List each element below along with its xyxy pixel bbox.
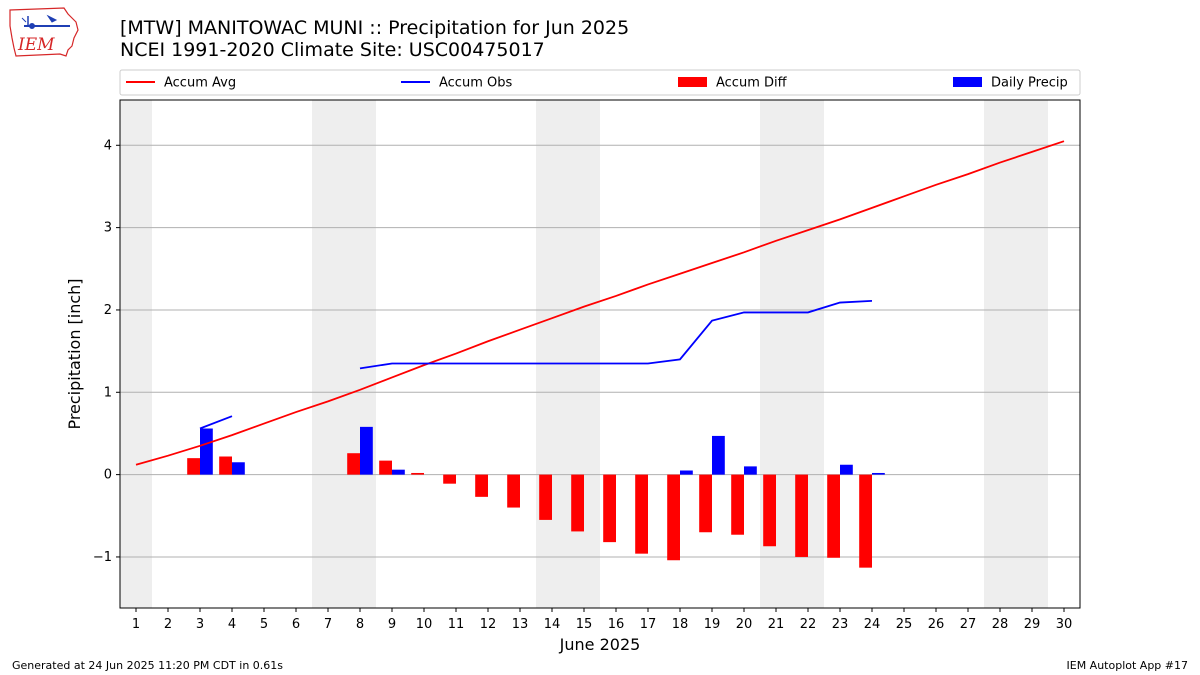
x-tick-label: 8 xyxy=(356,617,364,632)
legend-frame xyxy=(119,69,1081,96)
x-tick-label: 25 xyxy=(896,617,913,632)
x-tick-label: 18 xyxy=(672,617,689,632)
legend-label-accum-avg: Accum Avg xyxy=(164,76,236,91)
x-tick-label: 4 xyxy=(228,617,236,632)
daily-precip-bar xyxy=(392,469,405,475)
x-tick-label: 26 xyxy=(928,617,945,632)
x-tick-label: 3 xyxy=(196,617,204,632)
accum-diff-bar xyxy=(411,472,424,475)
x-tick-label: 11 xyxy=(448,617,465,632)
x-tick-label: 27 xyxy=(960,617,977,632)
x-tick-label: 28 xyxy=(992,617,1009,632)
accum-diff-bar xyxy=(507,474,520,508)
accum-diff-bar xyxy=(347,453,360,475)
x-tick-label: 21 xyxy=(768,617,785,632)
iem-logo: IEM xyxy=(9,7,79,57)
bars xyxy=(187,426,885,568)
legend-label-accum-obs: Accum Obs xyxy=(439,76,512,91)
footer-app-label: IEM Autoplot App #17 xyxy=(1066,659,1189,672)
x-tick-label: 17 xyxy=(640,617,657,632)
accum-diff-bar xyxy=(443,474,456,484)
accum-diff-bar xyxy=(699,474,712,533)
chart-title: [MTW] MANITOWAC MUNI :: Precipitation fo… xyxy=(120,17,630,39)
x-tick-label: 23 xyxy=(832,617,849,632)
y-gridlines xyxy=(120,144,1080,558)
accum-diff-bar xyxy=(667,474,680,561)
y-tick-label: 1 xyxy=(104,385,112,400)
y-axis-label: Precipitation [inch] xyxy=(65,278,84,429)
weekend-band xyxy=(536,100,600,608)
accum-diff-bar xyxy=(475,474,488,497)
daily-precip-bar xyxy=(744,466,757,475)
legend-label-accum-diff: Accum Diff xyxy=(716,76,788,91)
x-tick-label: 15 xyxy=(576,617,593,632)
x-tick-label: 14 xyxy=(544,617,561,632)
accum-avg-line xyxy=(135,140,1065,466)
accum-obs-line xyxy=(199,415,233,430)
accum-diff-bar xyxy=(603,474,616,543)
x-tick-label: 22 xyxy=(800,617,817,632)
x-tick-label: 1 xyxy=(132,617,140,632)
x-tick-label: 5 xyxy=(260,617,268,632)
accum-diff-bar xyxy=(219,456,232,475)
x-tick-label: 30 xyxy=(1056,617,1073,632)
plot-frame xyxy=(119,99,1081,609)
y-tick-label: 4 xyxy=(104,138,112,153)
daily-precip-bar xyxy=(680,470,693,475)
x-tick-label: 7 xyxy=(324,617,332,632)
x-tick-label: 24 xyxy=(864,617,881,632)
accum-diff-bar xyxy=(795,474,808,557)
iowa-outline-icon xyxy=(9,7,79,57)
legend-swatch-accum-diff xyxy=(678,77,707,87)
x-tick-label: 6 xyxy=(292,617,300,632)
daily-precip-bar xyxy=(712,435,725,475)
x-tick-label: 13 xyxy=(512,617,529,632)
x-axis-label: June 2025 xyxy=(559,635,641,654)
accum-diff-bar xyxy=(379,460,392,475)
x-tick-label: 9 xyxy=(388,617,396,632)
weekend-band xyxy=(120,100,152,608)
x-tick-label: 2 xyxy=(164,617,172,632)
accum-obs-line xyxy=(359,299,873,370)
x-tick-label: 29 xyxy=(1024,617,1041,632)
y-tick-label: 3 xyxy=(104,221,112,236)
legend: Accum Avg Accum Obs Accum Diff Daily Precip xyxy=(119,69,1081,96)
weekend-band xyxy=(984,100,1048,608)
chart-subtitle: NCEI 1991-2020 Climate Site: USC00475017 xyxy=(120,39,545,61)
x-tick-label: 12 xyxy=(480,617,497,632)
weekend-band xyxy=(312,100,376,608)
daily-precip-bar xyxy=(200,428,213,475)
daily-precip-bar xyxy=(840,464,853,475)
legend-label-daily-precip: Daily Precip xyxy=(991,76,1068,91)
y-tick-label: 0 xyxy=(104,468,112,483)
accum-diff-bar xyxy=(571,474,584,532)
footer-generated-text: Generated at 24 Jun 2025 11:20 PM CDT in… xyxy=(12,659,284,672)
accum-diff-bar xyxy=(763,474,776,547)
accum-diff-bar xyxy=(635,474,648,554)
weather-instruments-icon xyxy=(21,14,70,29)
lines xyxy=(135,140,1065,466)
accum-diff-bar xyxy=(827,474,840,558)
weekend-shading xyxy=(120,100,1048,608)
accum-diff-bar xyxy=(859,474,872,568)
daily-precip-bar xyxy=(872,472,885,475)
legend-swatch-daily-precip xyxy=(953,77,982,87)
daily-precip-bar xyxy=(360,426,373,475)
daily-precip-bar xyxy=(232,462,245,475)
y-tick-label: 2 xyxy=(104,303,112,318)
x-tick-label: 16 xyxy=(608,617,625,632)
accum-diff-bar xyxy=(731,474,744,535)
x-tick-label: 19 xyxy=(704,617,721,632)
accum-diff-bar xyxy=(187,458,200,475)
y-tick-label: −1 xyxy=(93,550,112,565)
accum-diff-bar xyxy=(539,474,552,520)
x-tick-label: 20 xyxy=(736,617,753,632)
logo-text: IEM xyxy=(17,35,55,55)
x-tick-label: 10 xyxy=(416,617,433,632)
